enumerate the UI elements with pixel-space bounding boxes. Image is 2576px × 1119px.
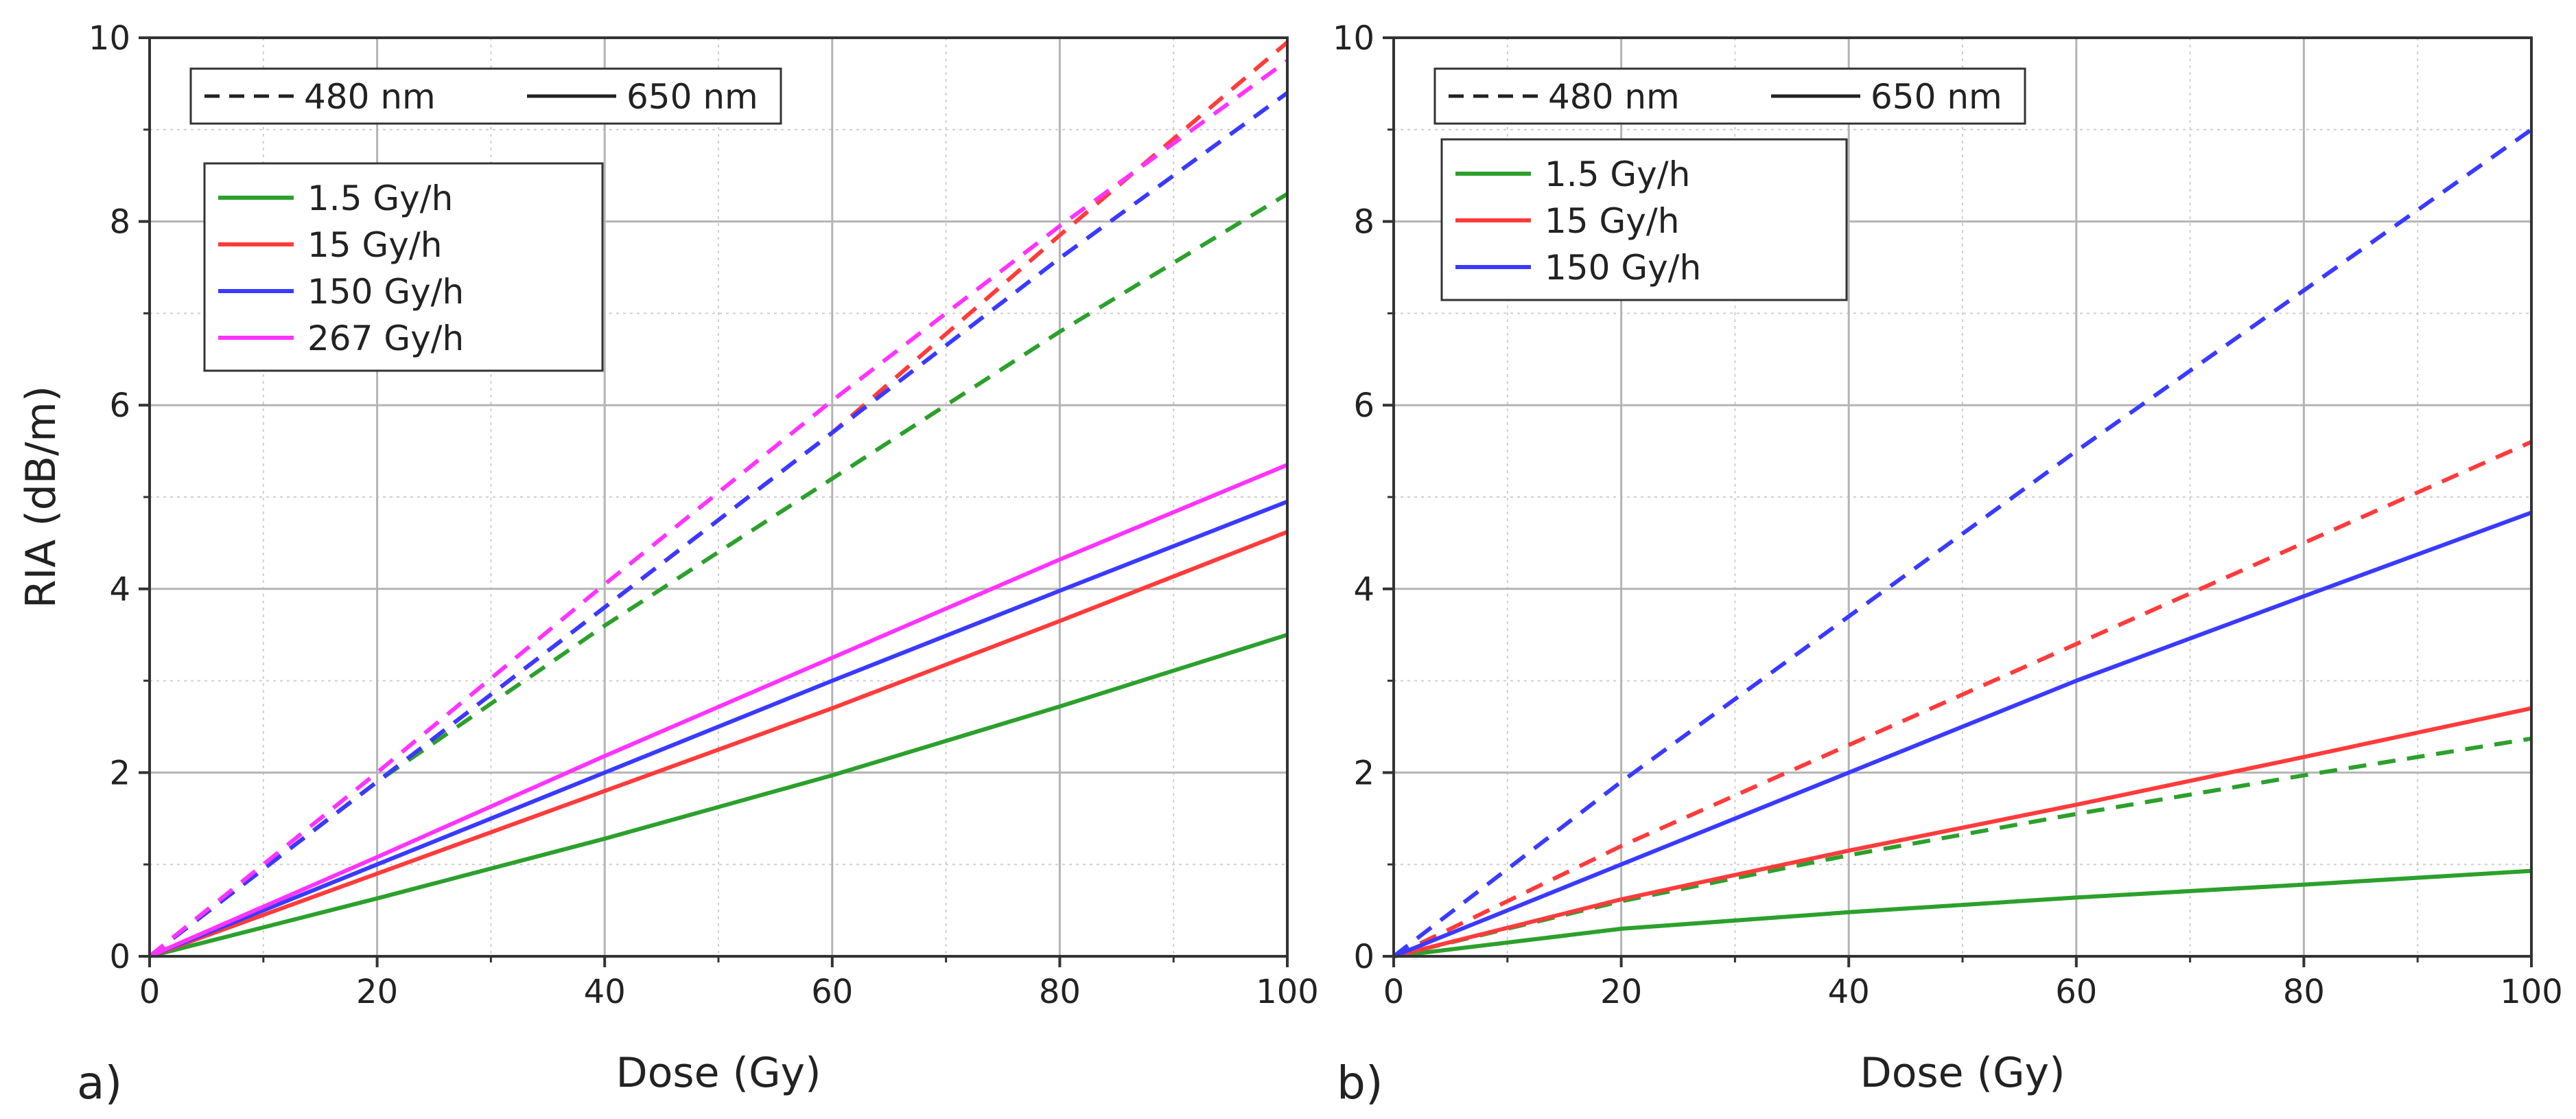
series-line-150-gy-h-650nm bbox=[148, 499, 1289, 958]
x-axis-label: Dose (Gy) bbox=[616, 1049, 821, 1097]
y-tick-label: 10 bbox=[1333, 19, 1374, 58]
y-tick-label: 2 bbox=[1353, 754, 1374, 792]
y-axis-label: RIA (dB/m) bbox=[17, 386, 65, 608]
x-tick-label: 20 bbox=[1600, 973, 1642, 1011]
style-legend: 480 nm 650 nm bbox=[1433, 67, 2026, 125]
color-legend-label: 150 Gy/h bbox=[307, 272, 464, 312]
y-tick-label: 4 bbox=[1353, 570, 1374, 609]
x-tick-label: 20 bbox=[356, 973, 398, 1011]
style-legend: 480 nm 650 nm bbox=[189, 67, 782, 125]
x-axis-label: Dose (Gy) bbox=[1860, 1049, 2065, 1097]
y-tick-label: 2 bbox=[109, 754, 130, 792]
y-tick-label: 10 bbox=[89, 19, 130, 58]
color-legend-label: 267 Gy/h bbox=[307, 319, 464, 358]
x-tick-label: 100 bbox=[2500, 973, 2563, 1011]
color-legend-label: 1.5 Gy/h bbox=[1545, 154, 1690, 194]
style-legend-label: 650 nm bbox=[627, 77, 758, 117]
color-legend-label: 150 Gy/h bbox=[1545, 248, 1701, 288]
y-tick-label: 0 bbox=[109, 938, 130, 976]
color-legend-label: 15 Gy/h bbox=[1545, 201, 1679, 241]
y-tick-label: 8 bbox=[109, 203, 130, 242]
y-tick-label: 6 bbox=[109, 387, 130, 425]
style-legend-label: 480 nm bbox=[1548, 77, 1680, 117]
x-tick-label: 80 bbox=[1039, 973, 1081, 1011]
chart-panel-b: 0 20 40 60 80 100 0 2 4 6 8 10 Dose (Gy) b) 480 nm 650 … bbox=[1333, 19, 2563, 1109]
x-tick-label: 40 bbox=[584, 973, 626, 1011]
series-line-150-gy-h-480nm bbox=[1392, 128, 2533, 958]
y-tick-label: 4 bbox=[109, 570, 130, 609]
series-line-267-gy-h-650nm bbox=[148, 463, 1289, 958]
y-tick-label: 0 bbox=[1353, 938, 1374, 976]
x-tick-label: 60 bbox=[2055, 973, 2097, 1011]
series-line-1-5-gy-h-650nm bbox=[1393, 868, 2532, 958]
x-tick-label: 80 bbox=[2283, 973, 2325, 1011]
series-line-15-gy-h-650nm bbox=[1393, 706, 2532, 958]
series-line-15-gy-h-650nm bbox=[148, 530, 1289, 958]
y-tick-label: 6 bbox=[1353, 387, 1374, 425]
panel-label: b) bbox=[1337, 1057, 1383, 1109]
color-legend: 1.5 Gy/h 15 Gy/h 150 Gy/h bbox=[1440, 138, 1848, 301]
panel-label: a) bbox=[77, 1057, 122, 1109]
style-legend-label: 650 nm bbox=[1871, 77, 2002, 117]
x-tick-label: 0 bbox=[139, 973, 161, 1011]
x-tick-label: 40 bbox=[1828, 973, 1870, 1011]
style-legend-label: 480 nm bbox=[304, 77, 436, 117]
x-tick-label: 0 bbox=[1383, 973, 1405, 1011]
color-legend: 1.5 Gy/h 15 Gy/h 150 Gy/h 267 Gy/h bbox=[203, 162, 604, 372]
y-tick-label: 8 bbox=[1353, 203, 1374, 242]
color-legend-label: 1.5 Gy/h bbox=[307, 178, 453, 218]
chart-panel-a: 0 20 40 60 80 100 0 2 4 6 8 10 Dose (Gy) RIA (dB/m) a)… bbox=[17, 19, 1319, 1109]
series-line-15-gy-h-480nm bbox=[1392, 439, 2533, 958]
series-line-150-gy-h-650nm bbox=[1392, 510, 2533, 958]
series-line-150-gy-h-480nm bbox=[148, 91, 1289, 958]
color-legend-label: 15 Gy/h bbox=[307, 225, 442, 265]
x-tick-label: 60 bbox=[811, 973, 853, 1011]
series-line-1-5-gy-h-650nm bbox=[149, 632, 1288, 958]
x-tick-label: 100 bbox=[1256, 973, 1319, 1011]
series-line-267-gy-h-480nm bbox=[148, 59, 1289, 958]
